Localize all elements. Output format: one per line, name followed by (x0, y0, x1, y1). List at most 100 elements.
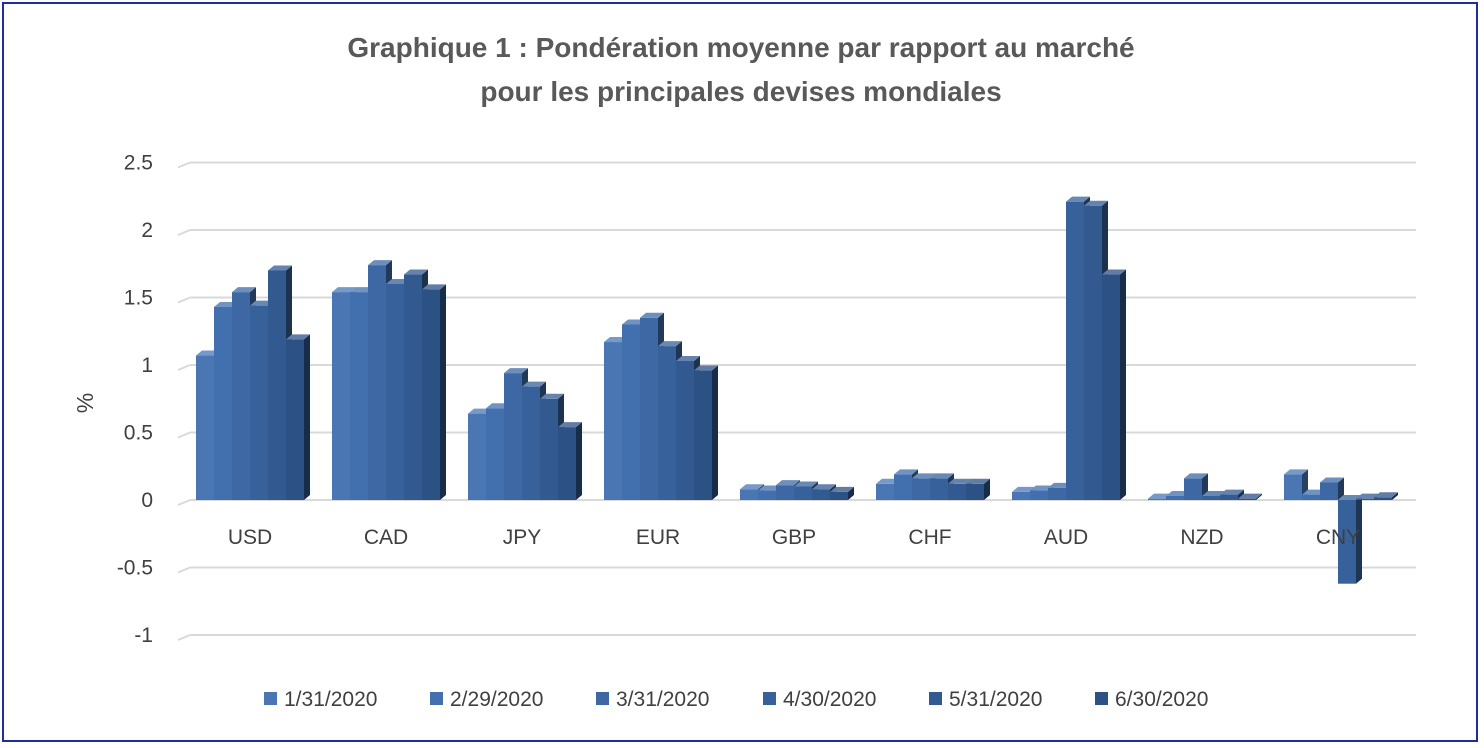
bar-front (522, 386, 540, 500)
legend: 1/31/2020 2/29/2020 3/31/2020 4/30/2020 5/31… (264, 688, 1208, 711)
bar-front (1048, 487, 1066, 500)
bar-side (1120, 269, 1126, 500)
bar-top (268, 265, 292, 271)
legend-item: 5/31/2020 (929, 688, 1042, 711)
bar-front (468, 413, 486, 500)
legend-label: 5/31/2020 (949, 688, 1042, 711)
bar-top (658, 341, 682, 347)
y-tick-label: -0.5 (117, 557, 153, 580)
legend-label: 2/29/2020 (450, 688, 543, 711)
legend-label: 6/30/2020 (1115, 688, 1208, 711)
bar-top (1374, 492, 1398, 498)
bar-front (332, 292, 350, 500)
bar-front (1102, 274, 1120, 500)
category-label: CHF (908, 526, 951, 549)
bar-side (440, 284, 446, 500)
category-label: EUR (636, 526, 680, 549)
gridline-diag (177, 229, 191, 236)
gridline-diag (177, 634, 191, 641)
bar-front (540, 398, 558, 500)
category-label: JPY (503, 526, 542, 549)
bar-eur-6 (694, 365, 718, 500)
y-axis-title: % (72, 393, 98, 413)
bar-top (740, 484, 764, 490)
bar-cny-1 (1284, 469, 1308, 500)
legend-item: 1/31/2020 (264, 688, 377, 711)
gridline-diag (177, 161, 191, 169)
bar-front (622, 324, 640, 500)
gridline-diag (177, 499, 191, 506)
bar-front (558, 427, 576, 500)
bar-top (232, 287, 256, 293)
bar-top (912, 473, 936, 479)
legend-swatch (763, 692, 776, 705)
bar-top (422, 284, 446, 290)
bar-top (1102, 269, 1126, 275)
chart-title-line-1: Graphique 1 : Pondération moyenne par ra… (347, 32, 1134, 63)
category-label: USD (228, 526, 272, 549)
legend-label: 4/30/2020 (783, 688, 876, 711)
bar-front (776, 485, 794, 500)
bar-front (1338, 500, 1356, 584)
bar-top (504, 368, 528, 374)
bar-top (540, 393, 564, 399)
legend-swatch (929, 692, 942, 705)
bar-top (1066, 196, 1090, 202)
chart-title-line-2: pour les principales devises mondiales (480, 76, 1001, 107)
bar-side (712, 365, 718, 500)
category-label: AUD (1044, 526, 1088, 549)
category-label: GBP (772, 526, 816, 549)
bar-front (812, 489, 830, 500)
bar-front (350, 292, 368, 500)
y-tick-label: 0 (141, 489, 153, 512)
category-label: NZD (1180, 526, 1223, 549)
bar-front (486, 408, 504, 500)
bar-front (640, 317, 658, 500)
bar-front (1220, 494, 1238, 500)
bar-front (1320, 482, 1338, 500)
bar-gbp-6 (830, 486, 854, 500)
bar-front (1012, 491, 1030, 500)
y-axis-ticks: -1 -0.5 0 0.5 1 1.5 2 2.5 (117, 152, 153, 648)
legend-label: 3/31/2020 (616, 688, 709, 711)
bar-jpy-6 (558, 422, 582, 500)
bar-front (250, 305, 268, 500)
bar-top (812, 484, 836, 490)
category-label: CNY (1316, 526, 1360, 549)
bar-front (676, 360, 694, 500)
bar-top (830, 486, 854, 492)
bar-side (848, 486, 854, 500)
bar-front (404, 274, 422, 500)
bar-top (404, 269, 428, 275)
bar-front (1302, 494, 1320, 500)
bar-front (948, 483, 966, 500)
bar-top (930, 473, 954, 479)
gridline-diag (177, 431, 191, 439)
bar-side (1338, 477, 1344, 500)
bar-front (876, 483, 894, 500)
bar-front (386, 284, 404, 500)
y-tick-label: 2.5 (124, 152, 153, 175)
gridline-diag (177, 566, 191, 574)
bar-side (1392, 492, 1398, 500)
legend-item: 2/29/2020 (430, 688, 543, 711)
bar-front (894, 474, 912, 500)
bar-top (1238, 493, 1262, 499)
bar-front (930, 478, 948, 500)
bar-front (1148, 498, 1166, 500)
bar-front (1374, 497, 1392, 500)
bar-front (1238, 498, 1256, 500)
bar-front (504, 373, 522, 500)
bar-top (286, 334, 310, 340)
bar-front (966, 483, 984, 500)
bar-front (232, 292, 250, 500)
legend-item: 3/31/2020 (596, 688, 709, 711)
gridline-diag (177, 296, 191, 304)
bar-top (776, 480, 800, 486)
bar-front (830, 491, 848, 500)
bar-front (1284, 474, 1302, 500)
bar-front (1084, 205, 1102, 500)
bar-front (794, 486, 812, 500)
bar-top (1320, 477, 1344, 483)
